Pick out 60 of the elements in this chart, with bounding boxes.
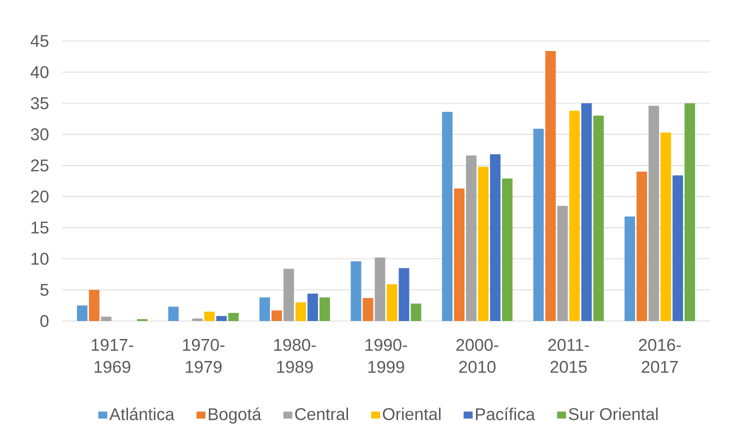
bar [648, 106, 660, 321]
bar [204, 312, 215, 321]
bar [684, 103, 696, 321]
x-tick-label: 1990-1999 [366, 338, 407, 373]
bar [271, 310, 282, 321]
bar [545, 50, 556, 321]
bar [660, 132, 672, 321]
bar [490, 154, 501, 321]
x-tick-label: 1970-1979 [183, 338, 224, 373]
bar [295, 302, 306, 321]
y-tick-label: 0 [40, 314, 48, 328]
bar [228, 312, 239, 321]
bar [398, 268, 410, 321]
bar [672, 175, 684, 321]
x-tick-label: 2000-2010 [456, 338, 498, 373]
bar [100, 316, 112, 321]
legend-label: Oriental [382, 408, 440, 420]
y-tick-label: 10 [32, 252, 48, 265]
y-tick-label: 20 [31, 190, 48, 203]
legend-label: Sur Oriental [568, 408, 658, 420]
bar [307, 294, 318, 321]
x-tick-label: 2011-2015 [548, 338, 589, 373]
bar [636, 172, 648, 321]
bar [466, 155, 477, 321]
y-tick-label: 25 [31, 159, 48, 172]
bar [283, 268, 294, 321]
bar [581, 103, 592, 321]
bar [478, 166, 489, 321]
x-tick-label: 1980-1989 [274, 338, 316, 373]
y-tick-label: 5 [40, 284, 48, 296]
bar [362, 298, 374, 321]
bar [502, 178, 513, 321]
bar [216, 316, 227, 321]
bar [442, 112, 453, 321]
bar [259, 297, 270, 321]
legend-label: Pacífica [476, 408, 536, 420]
legend-label: Bogotá [208, 408, 262, 424]
legend-label: Central [295, 408, 348, 420]
y-tick-label: 15 [32, 222, 48, 234]
bar [593, 116, 604, 321]
bar [533, 128, 544, 321]
legend-label: Atlántica [109, 408, 174, 420]
bar [386, 284, 398, 321]
bar [88, 290, 100, 321]
bar [319, 297, 330, 321]
y-tick-label: 30 [30, 128, 48, 140]
bar [454, 188, 465, 321]
bar [557, 206, 568, 321]
x-tick-label: 1917-1969 [92, 338, 134, 373]
y-tick-label: 35 [30, 97, 48, 110]
bar [569, 110, 580, 321]
y-tick-label: 40 [30, 66, 48, 78]
x-tick-label: 2016-2017 [638, 338, 681, 373]
y-tick-label: 45 [30, 35, 48, 47]
bar [624, 216, 636, 321]
bar [410, 304, 422, 321]
bar [374, 258, 386, 321]
bar [350, 261, 362, 321]
bar [76, 305, 88, 321]
bar [168, 306, 179, 321]
